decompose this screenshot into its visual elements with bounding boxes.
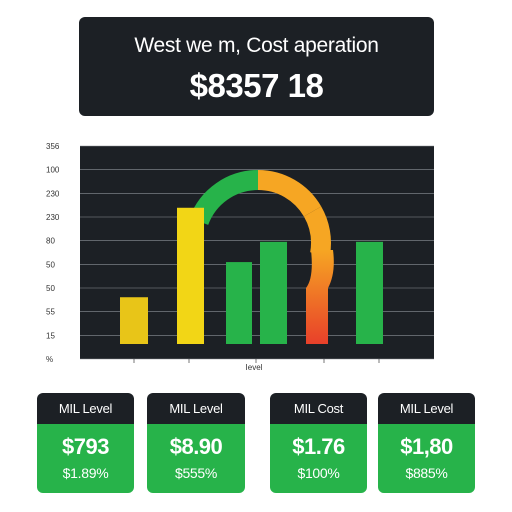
bar-3: [226, 262, 252, 344]
chart-area: 356 100 230 230 80 50 50 55 15% Ievel: [44, 138, 444, 376]
y-tick-label: 55: [46, 308, 55, 317]
metric-card-body: $8.90 $555%: [147, 424, 245, 493]
metric-card-label: MIL Level: [37, 393, 134, 424]
y-tick-label: 50: [46, 284, 55, 293]
gauge-stem: [306, 250, 334, 344]
metric-card-percent: $885%: [405, 465, 448, 481]
bar-5: [356, 241, 383, 344]
header-panel: West we m, Cost aperation $8357 18: [79, 17, 434, 116]
header-amount: $8357 18: [189, 67, 324, 104]
metric-card-percent: $1.89%: [62, 465, 109, 481]
metric-card-body: $793 $1.89%: [37, 424, 134, 493]
metric-card-value: $1.76: [292, 434, 345, 459]
y-tick-label: 50: [46, 260, 55, 269]
bar-2: [177, 207, 204, 344]
metric-card-label: MIL Level: [378, 393, 475, 424]
y-tick-label: 230: [46, 213, 60, 222]
bar-1: [120, 297, 148, 344]
y-tick-label: 100: [46, 166, 60, 175]
y-tick-label: 356: [46, 142, 60, 151]
header-title: West we m, Cost aperation: [134, 34, 379, 57]
metric-card-value: $8.90: [169, 434, 223, 459]
metric-card-2: MIL Level $8.90 $555%: [147, 393, 245, 493]
metric-card-4: MIL Level $1,80 $885%: [378, 393, 475, 493]
metric-card-label: MIL Level: [147, 393, 245, 424]
metric-card-label: MIL Cost: [270, 393, 367, 424]
y-tick-label: 80: [46, 237, 55, 246]
metric-card-3: MIL Cost $1.76 $100%: [270, 393, 367, 493]
y-tick-label: %: [46, 355, 53, 364]
metric-card-percent: $100%: [297, 465, 340, 481]
metric-card-percent: $555%: [174, 465, 218, 481]
bar-4: [260, 241, 287, 344]
metric-card-body: $1,80 $885%: [378, 424, 475, 493]
y-tick-label: 230: [46, 189, 60, 198]
gauge-arc-amber: [303, 206, 331, 256]
metric-card-1: MIL Level $793 $1.89%: [37, 393, 134, 493]
y-tick-label: 15: [46, 331, 55, 340]
gauge-arc-orange: [257, 170, 322, 217]
x-axis-label: Ievel: [246, 363, 263, 372]
metric-card-value: $793: [62, 434, 109, 459]
bar-chart: 356 100 230 230 80 50 50 55 15% Ievel: [46, 142, 434, 372]
metric-card-body: $1.76 $100%: [270, 424, 367, 493]
metric-card-value: $1,80: [400, 434, 453, 459]
